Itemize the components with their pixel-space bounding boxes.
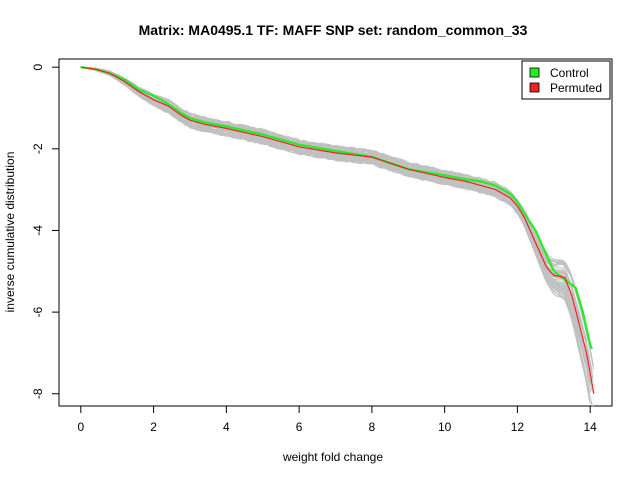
- y-tick-label: -4: [31, 225, 45, 236]
- y-tick-label: -8: [31, 388, 45, 399]
- background-curve: [80, 66, 586, 366]
- legend-box: [521, 60, 611, 100]
- background-curve: [80, 66, 584, 355]
- x-tick-label: 0: [77, 420, 84, 434]
- background-curve: [80, 66, 591, 380]
- background-curve: [80, 66, 593, 373]
- background-curve: [80, 66, 588, 348]
- y-tick-label: -6: [31, 306, 45, 317]
- series-layer: [80, 66, 595, 394]
- y-tick-label: 0: [31, 64, 45, 71]
- x-tick-label: 2: [150, 420, 157, 434]
- background-curve: [80, 66, 593, 407]
- background-curve: [80, 66, 590, 391]
- y-axis: 0 -2 -4 -6 -8: [31, 64, 60, 399]
- background-curve: [80, 66, 593, 385]
- background-curve: [80, 66, 593, 392]
- x-tick-label: 14: [583, 420, 597, 434]
- legend-swatch-permuted: [529, 82, 540, 93]
- background-curve: [80, 66, 593, 381]
- background-curve: [80, 66, 584, 363]
- x-tick-label: 6: [296, 420, 303, 434]
- background-curve: [80, 66, 594, 367]
- background-curve: [80, 66, 592, 378]
- background-curve: [80, 66, 592, 368]
- background-curve: [80, 66, 587, 351]
- x-tick-label: 10: [438, 420, 452, 434]
- chart-title: Matrix: MA0495.1 TF: MAFF SNP set: rando…: [139, 22, 528, 38]
- background-curve: [80, 66, 584, 367]
- legend: Control Permuted: [521, 60, 611, 100]
- background-curve: [80, 66, 591, 391]
- background-curve: [80, 66, 594, 378]
- background-curve: [80, 66, 594, 382]
- background-curve: [80, 66, 589, 391]
- background-curve: [80, 66, 585, 370]
- background-curve: [80, 66, 591, 384]
- background-curve: [80, 66, 590, 382]
- legend-label-control: Control: [550, 66, 589, 80]
- x-tick-label: 8: [369, 420, 376, 434]
- x-tick-label: 4: [223, 420, 230, 434]
- background-curve: [80, 66, 587, 355]
- background-curve: [80, 66, 585, 344]
- y-tick-label: -2: [31, 143, 45, 154]
- background-curve: [80, 66, 588, 380]
- x-axis-label: weight fold change: [282, 450, 383, 464]
- y-axis-label: inverse cumulative distribution: [3, 152, 17, 313]
- background-curve: [80, 66, 591, 393]
- legend-label-permuted: Permuted: [550, 81, 602, 95]
- background-curve: [80, 66, 586, 363]
- series-line-permuted: [80, 66, 595, 394]
- background-curve: [80, 66, 591, 402]
- background-curve: [80, 66, 589, 379]
- background-curve: [80, 66, 595, 370]
- background-curve: [80, 66, 591, 371]
- x-axis: 0 2 4 6 8 10 12 14: [77, 405, 597, 434]
- background-curves: [80, 66, 595, 407]
- legend-swatch-control: [529, 67, 540, 78]
- x-tick-label: 12: [511, 420, 525, 434]
- background-curve: [80, 66, 590, 395]
- background-curve: [80, 66, 594, 407]
- background-curve: [80, 66, 592, 382]
- background-curve: [80, 66, 585, 360]
